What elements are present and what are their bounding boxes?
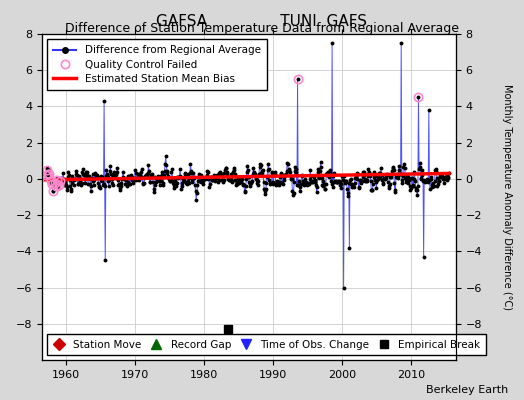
Legend: Station Move, Record Gap, Time of Obs. Change, Empirical Break: Station Move, Record Gap, Time of Obs. C…	[47, 334, 486, 355]
Text: Berkeley Earth: Berkeley Earth	[426, 385, 508, 395]
Text: Difference of Station Temperature Data from Regional Average: Difference of Station Temperature Data f…	[65, 22, 459, 35]
Y-axis label: Monthly Temperature Anomaly Difference (°C): Monthly Temperature Anomaly Difference (…	[501, 84, 511, 310]
Text: GAFSA               TUNI  GAFS: GAFSA TUNI GAFS	[157, 14, 367, 29]
